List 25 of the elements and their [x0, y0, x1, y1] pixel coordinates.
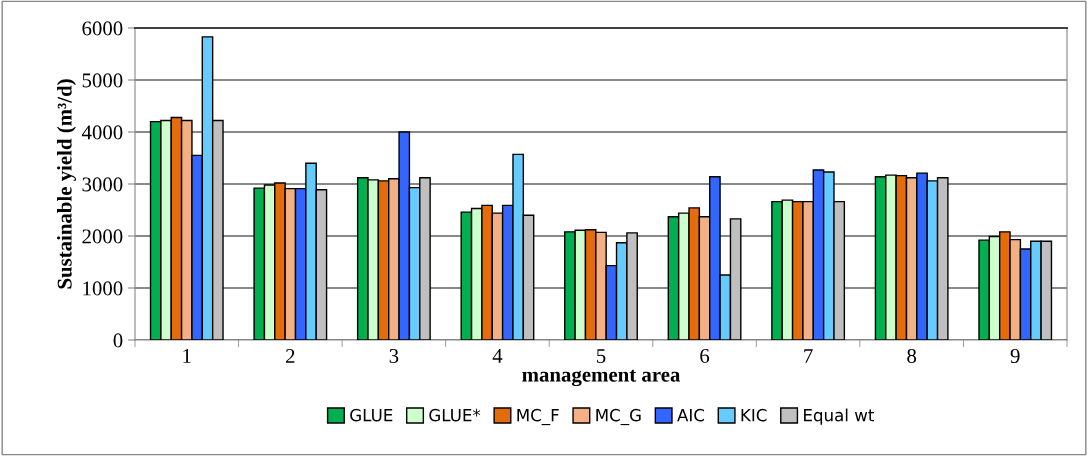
- x-tick-label: 4: [492, 349, 503, 363]
- legend-label: MC_G: [596, 408, 641, 426]
- x-tick-label: 3: [389, 348, 399, 363]
- x-tick-label: 6: [700, 348, 710, 363]
- x-tick-label: 7: [804, 349, 813, 363]
- x-tick-label: 2: [286, 348, 295, 363]
- legend-label: KIC: [741, 408, 767, 422]
- y-tick-label: 2000: [82, 229, 123, 244]
- y-axis-title: Sustainable yield (m³/d): [57, 79, 76, 289]
- y-tick-label: 5000: [82, 73, 123, 88]
- y-tick-label: 0: [113, 333, 123, 348]
- x-tick-label: 1: [183, 349, 191, 363]
- legend-label: GLUE*: [429, 408, 481, 422]
- legend-label: AIC: [677, 408, 705, 422]
- legend-label: Equal wt: [804, 408, 875, 425]
- x-tick-label: 8: [907, 348, 917, 363]
- y-tick-label: 4000: [81, 125, 123, 140]
- y-tick-label: 6000: [82, 21, 123, 36]
- x-tick-label: 5: [597, 349, 606, 363]
- y-tick-label: 3000: [82, 177, 123, 192]
- x-tick-label: 9: [1010, 348, 1020, 363]
- x-axis-title: management area: [522, 369, 681, 387]
- y-tick-label: 1000: [83, 281, 123, 296]
- legend-label: GLUE: [350, 408, 393, 422]
- legend-label: MC_F: [517, 408, 559, 426]
